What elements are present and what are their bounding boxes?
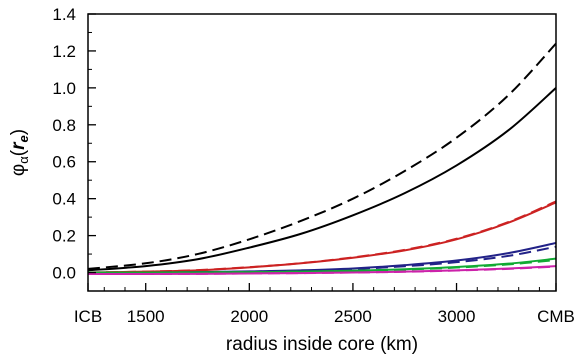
x-tick-label-6: CMB: [537, 307, 574, 326]
y-tick-label-4: 0.6: [52, 153, 76, 172]
x-tick-label-3: 2000: [230, 307, 268, 326]
ticks-layer: ICB 1500 2000 2500 3000 CMB 0.0 0.2 0.4 0.6 0.8 1.0…: [52, 5, 574, 326]
y-tick-label-8: 1.4: [52, 5, 76, 24]
y-label-symbol-sub: α: [16, 156, 31, 164]
x-tick-label-4: 2500: [334, 307, 372, 326]
y-tick-label-2: 0.2: [52, 227, 76, 246]
y-tick-label-5: 0.8: [52, 116, 76, 135]
x-tick-label-2: 1500: [127, 307, 165, 326]
series-line-4: [88, 200, 556, 274]
series-line-1: [88, 87, 556, 272]
plot-frame: [87, 13, 557, 292]
y-axis-label: φα(re): [8, 129, 31, 176]
series-line-10: [88, 265, 556, 276]
y-label-open-paren: (: [8, 149, 29, 156]
y-label-variable-sub: e: [16, 135, 31, 142]
y-tick-label-7: 1.2: [52, 42, 76, 61]
x-tick-label-1: ICB: [74, 307, 102, 326]
y-label-close-paren: ): [8, 129, 29, 135]
y-label-variable: r: [8, 141, 29, 150]
series-line-8: [88, 258, 556, 274]
y-tick-label-3: 0.4: [52, 190, 76, 209]
series-line-2: [88, 42, 556, 270]
series-line-5: [88, 242, 556, 274]
y-label-symbol: φ: [8, 164, 29, 176]
y-tick-label-6: 1.0: [52, 79, 76, 98]
x-tick-label-5: 3000: [438, 307, 476, 326]
x-axis-label: radius inside core (km): [226, 334, 418, 355]
series-layer: [88, 42, 556, 276]
y-tick-label-1: 0.0: [52, 264, 76, 283]
